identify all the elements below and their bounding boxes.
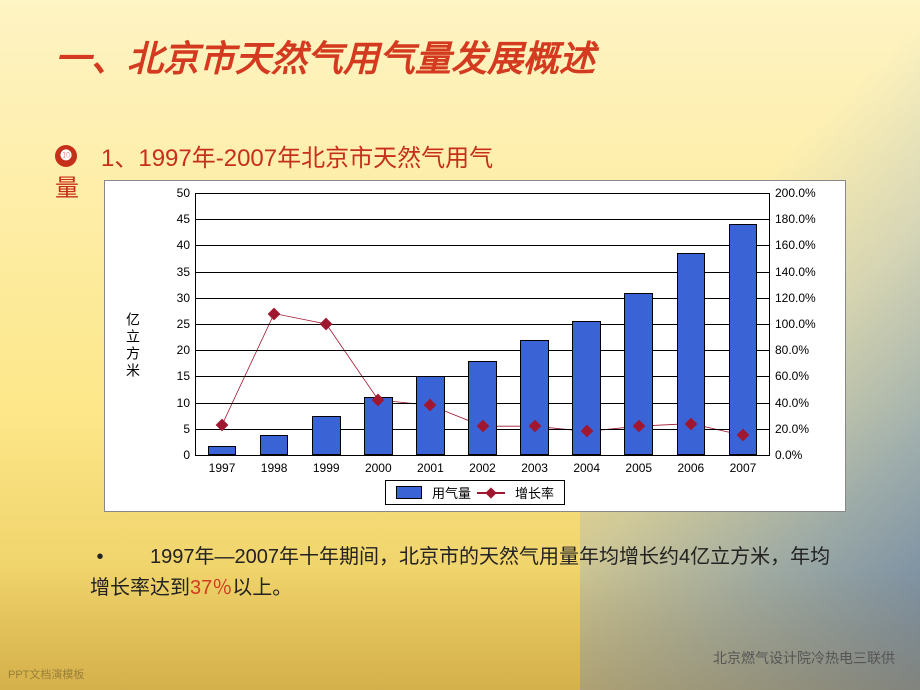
ytick-right: 20.0% xyxy=(769,422,809,436)
bar xyxy=(729,224,758,455)
xtick: 2000 xyxy=(365,455,392,475)
ytick-left: 0 xyxy=(183,448,196,462)
legend-bar-label: 用气量 xyxy=(432,483,471,502)
slide-title: 一、北京市天然气用气量发展概述 xyxy=(55,30,595,82)
ytick-right: 140.0% xyxy=(769,265,816,279)
bar xyxy=(468,361,497,455)
ytick-right: 80.0% xyxy=(769,343,809,357)
ytick-right: 100.0% xyxy=(769,317,816,331)
bar xyxy=(260,435,289,455)
ytick-left: 10 xyxy=(177,396,196,410)
ytick-right: 180.0% xyxy=(769,212,816,226)
ytick-right: 40.0% xyxy=(769,396,809,410)
xtick: 2003 xyxy=(521,455,548,475)
ytick-left: 30 xyxy=(177,291,196,305)
footer-right: 北京燃气设计院冷热电三联供 xyxy=(713,648,895,668)
ytick-right: 0.0% xyxy=(769,448,802,462)
plot-area: 00.0%520.0%1040.0%1560.0%2080.0%25100.0%… xyxy=(195,193,770,456)
legend-line-label: 增长率 xyxy=(515,483,554,502)
ytick-left: 45 xyxy=(177,212,196,226)
legend-line-swatch xyxy=(477,489,505,497)
footer-left: PPT文档演模板 xyxy=(8,666,84,682)
caption-highlight: 37％ xyxy=(190,577,232,599)
grid-line xyxy=(196,219,769,220)
ytick-right: 120.0% xyxy=(769,291,816,305)
caption-tail: 以上。 xyxy=(232,577,292,599)
ytick-left: 15 xyxy=(177,369,196,383)
ytick-left: 40 xyxy=(177,238,196,252)
legend: 用气量 增长率 xyxy=(385,480,565,505)
xtick: 2004 xyxy=(573,455,600,475)
xtick: 1999 xyxy=(313,455,340,475)
y-axis-label: 亿立方米 xyxy=(123,312,143,380)
ytick-left: 20 xyxy=(177,343,196,357)
ytick-right: 160.0% xyxy=(769,238,816,252)
ytick-left: 50 xyxy=(177,186,196,200)
xtick: 1997 xyxy=(209,455,236,475)
bar xyxy=(208,446,237,455)
ytick-left: 35 xyxy=(177,265,196,279)
xtick: 2001 xyxy=(417,455,444,475)
chart-container: 亿立方米 00.0%520.0%1040.0%1560.0%2080.0%251… xyxy=(104,180,846,512)
slide: 一、北京市天然气用气量发展概述 ❿ 1、1997年-2007年北京市天然气用气 … xyxy=(0,0,920,690)
subtitle-row: ❿ 1、1997年-2007年北京市天然气用气 xyxy=(55,138,493,173)
ytick-left: 25 xyxy=(177,317,196,331)
subtitle-tail: 量 xyxy=(55,168,79,203)
legend-bar-swatch xyxy=(396,486,422,499)
grid-line xyxy=(196,193,769,194)
ytick-left: 5 xyxy=(183,422,196,436)
bullet-dot: • xyxy=(90,542,110,573)
subtitle-text: 1、1997年-2007年北京市天然气用气 xyxy=(101,138,493,173)
xtick: 2005 xyxy=(625,455,652,475)
xtick: 2007 xyxy=(730,455,757,475)
xtick: 1998 xyxy=(261,455,288,475)
bar xyxy=(416,376,445,455)
circled-number-icon: ❿ xyxy=(55,145,77,167)
bar xyxy=(312,416,341,455)
xtick: 2006 xyxy=(678,455,705,475)
bar xyxy=(520,340,549,455)
ytick-right: 60.0% xyxy=(769,369,809,383)
caption-text: • 1997年—2007年十年期间，北京市的天然气用量年均增长约4亿立方米，年均… xyxy=(90,542,850,604)
ytick-right: 200.0% xyxy=(769,186,816,200)
grid-line xyxy=(196,245,769,246)
xtick: 2002 xyxy=(469,455,496,475)
